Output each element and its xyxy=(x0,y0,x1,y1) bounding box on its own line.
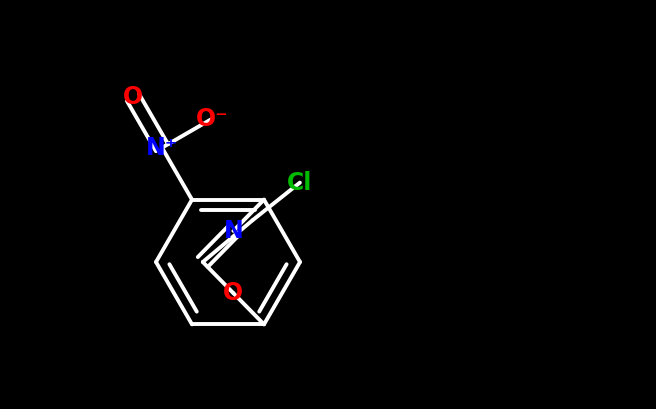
Text: Cl: Cl xyxy=(287,171,312,195)
Text: O: O xyxy=(123,85,143,110)
Text: O: O xyxy=(223,281,243,305)
Text: N⁺: N⁺ xyxy=(146,136,178,160)
Text: O⁻: O⁻ xyxy=(196,107,228,131)
Text: N: N xyxy=(224,219,243,243)
